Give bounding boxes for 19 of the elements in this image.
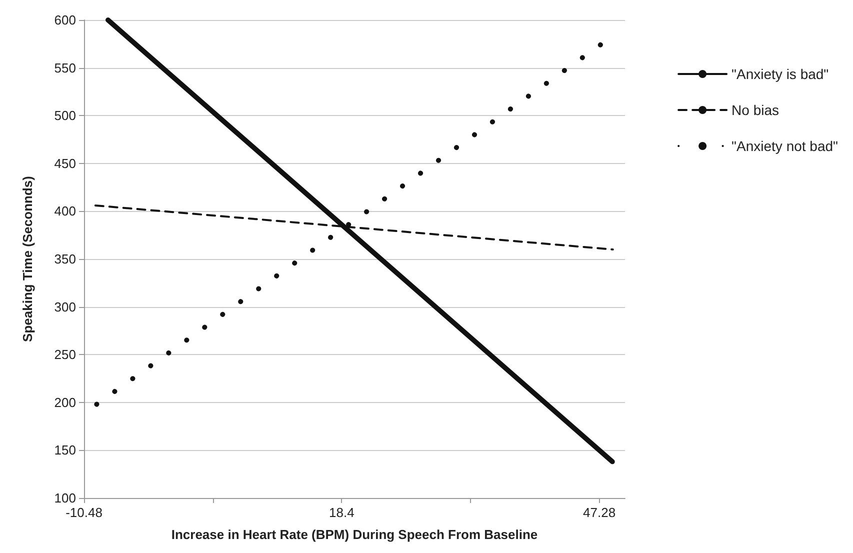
y-tick-label: 100 bbox=[54, 490, 76, 506]
y-tick-label: 500 bbox=[54, 108, 76, 124]
y-tick-label: 450 bbox=[54, 156, 76, 171]
x-tick-label: 18.4 bbox=[328, 505, 354, 520]
y-axis-title: Speaking Time (Seconnds) bbox=[20, 176, 35, 342]
y-tick-label: 550 bbox=[54, 60, 76, 76]
x-tick-label: -10.48 bbox=[66, 505, 102, 520]
y-tick-label: 250 bbox=[54, 347, 76, 362]
x-axis-title: Increase in Heart Rate (BPM) During Speech From Baseline bbox=[171, 527, 538, 542]
y-tick-label: 150 bbox=[54, 442, 76, 458]
legend-label: "Anxiety is bad" bbox=[732, 66, 829, 82]
y-tick-label: 200 bbox=[54, 394, 76, 410]
legend-label: No bias bbox=[732, 102, 780, 118]
y-tick-label: 400 bbox=[54, 204, 76, 219]
x-tick-label: 47.28 bbox=[583, 505, 616, 520]
legend-label: "Anxiety not bad" bbox=[732, 138, 838, 154]
y-tick-label: 600 bbox=[54, 12, 76, 28]
y-tick-label: 350 bbox=[54, 252, 76, 266]
y-tick-label: 300 bbox=[54, 299, 76, 314]
